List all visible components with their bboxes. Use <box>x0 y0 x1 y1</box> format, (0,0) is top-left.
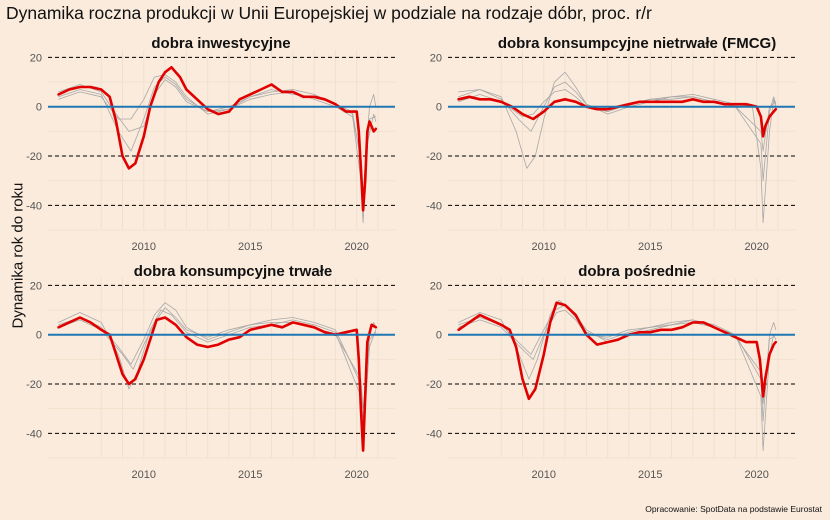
series-line-comparison <box>458 309 777 405</box>
y-tick-label: -40 <box>26 200 42 212</box>
y-tick-label: -40 <box>426 428 442 440</box>
y-tick-label: 0 <box>436 330 442 342</box>
series-line-highlight <box>57 66 378 212</box>
x-tick-label: 2015 <box>638 469 662 481</box>
series-line-highlight <box>57 316 378 452</box>
panel-4: 20 0 -20 -40 2010 2015 2020 dobra pośrednie <box>426 263 795 481</box>
x-tick-label: 2010 <box>532 241 556 253</box>
y-tick-label: -40 <box>426 200 442 212</box>
y-tick-label: 20 <box>430 52 442 64</box>
x-tick-label: 2010 <box>132 469 156 481</box>
source-note: Opracowanie: SpotData na podstawie Euros… <box>645 504 822 514</box>
y-tick-label: 0 <box>436 102 442 114</box>
y-tick-label: -20 <box>426 379 442 391</box>
series-line-comparison <box>58 307 377 410</box>
x-tick-label: 2010 <box>532 469 556 481</box>
x-tick-label: 2015 <box>238 241 262 253</box>
series-line-comparison <box>458 71 777 223</box>
panel-3: 20 0 -20 -40 2010 2015 2020 dobra konsumpcyjne … <box>26 263 395 481</box>
x-tick-label: 2020 <box>344 469 368 481</box>
panel-title: dobra pośrednie <box>578 263 696 280</box>
series-line-comparison <box>58 309 377 439</box>
chart-title: Dynamika roczna produkcji w Unii Europej… <box>6 3 652 23</box>
y-tick-label: 0 <box>36 330 42 342</box>
series-line-comparison <box>458 304 777 422</box>
x-tick-label: 2020 <box>344 241 368 253</box>
y-tick-label: -20 <box>426 151 442 163</box>
y-tick-label: -20 <box>26 379 42 391</box>
x-tick-label: 2015 <box>638 241 662 253</box>
series-line-comparison <box>58 76 377 206</box>
panel-1: 20 0 -20 -40 2010 2015 2020 dobra inwestycyjne <box>26 35 395 253</box>
panel-title: dobra konsumpcyjne nietrwałe (FMCG) <box>498 35 776 52</box>
x-tick-label: 2020 <box>744 241 768 253</box>
y-tick-label: -20 <box>26 151 42 163</box>
series-line-comparison <box>458 89 777 152</box>
y-tick-label: 20 <box>430 280 442 292</box>
y-tick-label: 20 <box>30 52 42 64</box>
x-tick-label: 2010 <box>132 241 156 253</box>
panel-title: dobra konsumpcyjne trwałe <box>134 263 332 280</box>
series-line-highlight <box>457 95 778 138</box>
series-line-highlight <box>457 301 778 401</box>
series-line-comparison <box>458 81 777 182</box>
series-line-comparison <box>458 299 777 451</box>
x-tick-label: 2020 <box>744 469 768 481</box>
panel-title: dobra inwestycyjne <box>151 35 290 52</box>
panel-2: 20 0 -20 -40 2010 2015 2020 dobra konsumpcyjne … <box>426 35 795 253</box>
x-tick-label: 2015 <box>238 469 262 481</box>
y-tick-label: -40 <box>26 428 42 440</box>
y-tick-label: 20 <box>30 280 42 292</box>
series-line-comparison <box>58 302 377 422</box>
y-tick-label: 0 <box>36 102 42 114</box>
